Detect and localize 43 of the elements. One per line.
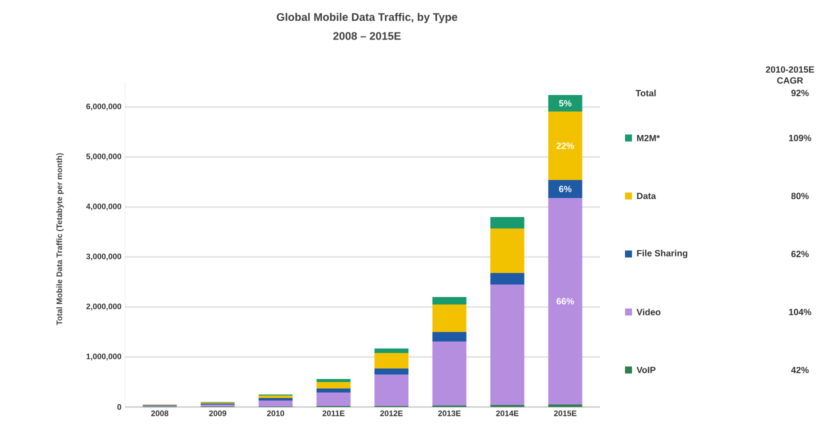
- legend-label: VoIP: [636, 366, 656, 374]
- legend-label: Video: [636, 308, 660, 316]
- bar: [548, 111, 582, 180]
- bar: [432, 304, 466, 332]
- annotation: 6%: [559, 186, 572, 192]
- bar: [374, 374, 408, 406]
- chart-title: Global Mobile Data Traffic, by Type: [276, 12, 458, 24]
- text: 80%: [791, 192, 809, 200]
- bar: [316, 392, 351, 406]
- bar: [548, 404, 582, 407]
- text: 2010-2015E CAGR: [766, 66, 814, 84]
- legend-label: File Sharing: [637, 250, 688, 258]
- bar: [316, 378, 351, 382]
- bar: [490, 284, 524, 405]
- bar: [548, 94, 582, 112]
- bar: [374, 352, 408, 368]
- legend-label: Data: [637, 192, 656, 200]
- legend-label: M2M*: [637, 134, 660, 142]
- bar: [490, 272, 524, 284]
- text: 109%: [789, 134, 812, 142]
- annotation: 66%: [556, 298, 574, 304]
- bar: [374, 368, 408, 374]
- bar: [316, 382, 351, 388]
- bar: [432, 296, 466, 304]
- annotation: 22%: [556, 142, 574, 149]
- bar: [258, 398, 293, 400]
- bar: [490, 216, 524, 228]
- bar: [316, 388, 351, 392]
- text: 104%: [789, 308, 812, 316]
- bar: [490, 228, 524, 273]
- bar: [432, 332, 466, 342]
- bar: [258, 400, 293, 406]
- bar: [432, 341, 466, 406]
- chart-subtitle: 2008 – 2015E: [333, 32, 401, 40]
- annotation: 5%: [559, 100, 572, 106]
- text: Total: [636, 90, 656, 96]
- text: 62%: [791, 250, 809, 258]
- bar: [258, 395, 293, 398]
- text: 42%: [791, 366, 809, 374]
- bar: [548, 198, 582, 404]
- text: 92%: [791, 90, 809, 96]
- bar: [548, 180, 582, 198]
- bar: [374, 348, 408, 353]
